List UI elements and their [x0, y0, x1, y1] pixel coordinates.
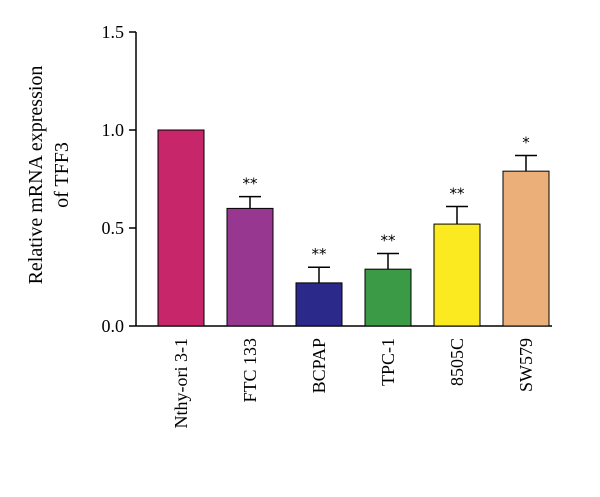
significance-mark-2: **	[312, 245, 328, 263]
y-axis-label: Relative mRNA expression of TFF3	[25, 66, 73, 285]
x-tick-label-2: BCPAP	[309, 338, 329, 393]
bar-4	[433, 223, 481, 327]
axes: 0.0 0.5 1.0 1.5	[102, 22, 552, 336]
bar-5	[502, 170, 550, 327]
y-tick-label-3: 1.5	[102, 22, 125, 42]
bar-3	[364, 268, 412, 327]
bars: Nthy-ori 3-1 ** FTC 133 ** BCPAP ** TPC-1 ** 850…	[157, 129, 550, 428]
x-tick-label-4: 8505C	[447, 338, 467, 386]
bar-1	[226, 207, 274, 327]
y-tick-label-1: 0.5	[102, 218, 125, 238]
bar-0	[157, 129, 205, 327]
x-tick-label-5: SW579	[516, 338, 536, 392]
y-tick-label-2: 1.0	[102, 120, 125, 140]
y-axis-label-line-1: Relative mRNA expression	[25, 66, 47, 285]
y-axis-label-line-2: of TFF3	[51, 142, 73, 208]
significance-mark-5: *	[522, 133, 530, 151]
y-tick-label-0: 0.0	[102, 316, 125, 336]
bar-2	[295, 282, 343, 327]
x-tick-label-0: Nthy-ori 3-1	[171, 338, 191, 428]
significance-mark-1: **	[243, 175, 259, 193]
x-tick-label-1: FTC 133	[240, 338, 260, 403]
significance-mark-3: **	[381, 231, 397, 249]
significance-mark-4: **	[450, 184, 466, 202]
x-tick-label-3: TPC-1	[378, 338, 398, 386]
